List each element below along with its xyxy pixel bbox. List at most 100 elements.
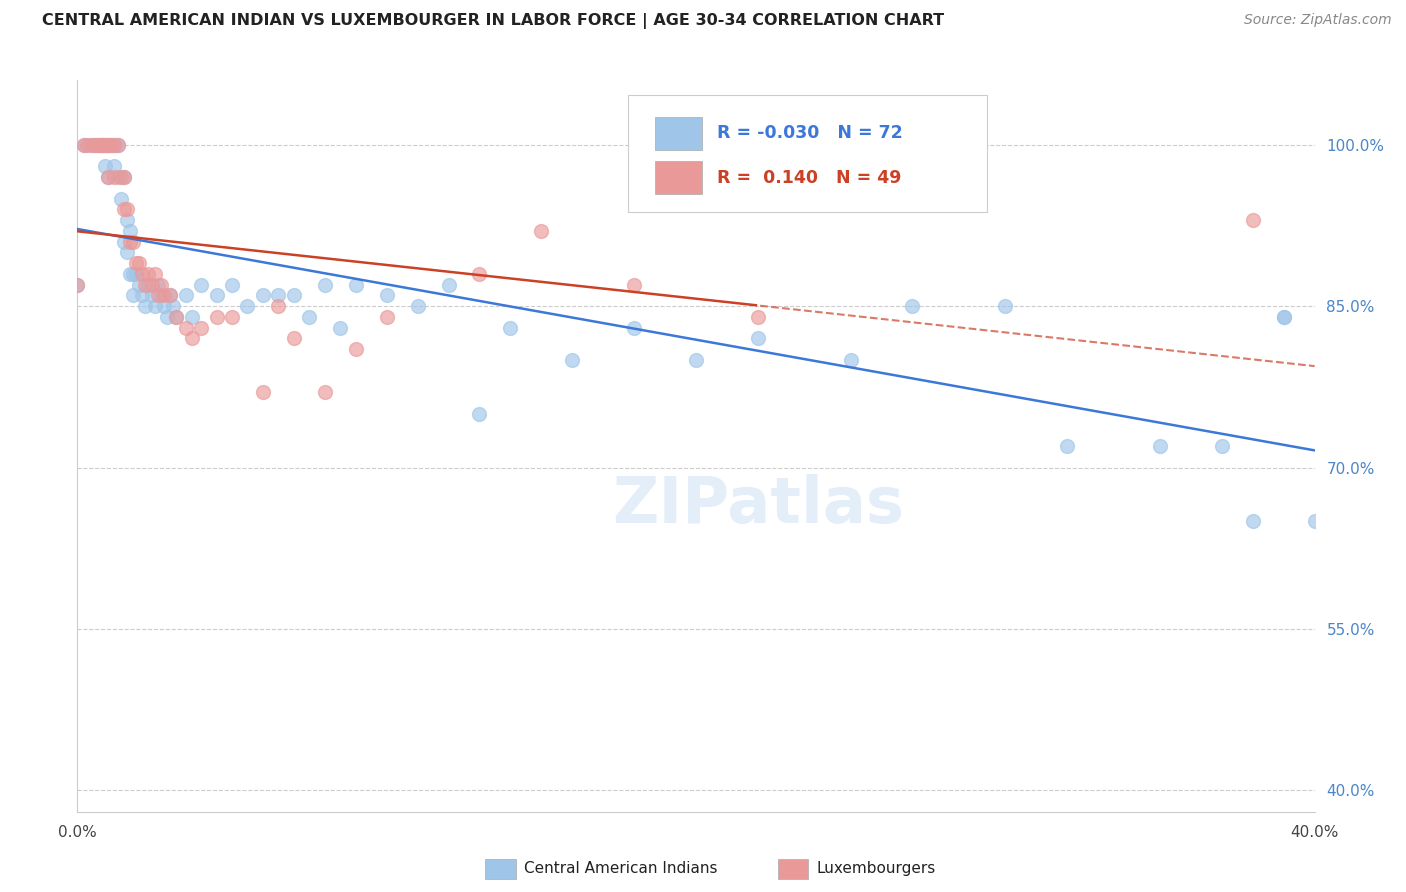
Point [1303,514,1326,528]
Point [107,170,129,185]
Point [91,137,114,152]
Point [97,137,120,152]
Point [437,277,460,292]
Point [97,137,120,152]
Point [1272,310,1295,324]
Point [72,137,94,152]
Point [115,245,138,260]
Point [118,267,141,281]
Point [180,331,202,345]
Point [100,137,122,152]
Point [1241,213,1264,227]
Text: Source: ZipAtlas.com: Source: ZipAtlas.com [1244,13,1392,28]
Point [122,235,145,249]
Point [128,277,150,292]
Point [82,137,104,152]
Point [267,288,290,302]
Point [344,342,367,356]
Point [375,288,398,302]
Point [252,288,274,302]
Point [112,235,135,249]
Text: CENTRAL AMERICAN INDIAN VS LUXEMBOURGER IN LABOR FORCE | AGE 30-34 CORRELATION C: CENTRAL AMERICAN INDIAN VS LUXEMBOURGER … [42,13,945,29]
Point [84,137,107,152]
Point [236,299,259,313]
Point [623,320,645,334]
Point [329,320,352,334]
Point [146,277,169,292]
Point [314,385,336,400]
Point [112,202,135,217]
Point [406,299,429,313]
Point [97,170,120,185]
Point [115,202,138,217]
Point [221,277,243,292]
Point [112,170,135,185]
Point [156,310,179,324]
Point [149,277,172,292]
Point [685,353,707,368]
Text: ZIPatlas: ZIPatlas [612,474,904,535]
Point [153,288,176,302]
Point [134,299,156,313]
Point [72,137,94,152]
Point [162,299,184,313]
Point [1211,439,1233,453]
Point [97,170,120,185]
Point [221,310,243,324]
Point [87,137,110,152]
FancyBboxPatch shape [628,95,987,212]
Point [118,224,141,238]
Point [94,137,117,152]
Point [107,137,129,152]
Point [839,353,862,368]
Point [1272,310,1295,324]
Point [499,320,522,334]
Text: Central American Indians: Central American Indians [524,862,718,876]
Point [283,331,305,345]
Point [134,277,156,292]
Point [165,310,187,324]
Point [91,137,114,152]
Point [747,310,769,324]
Point [141,288,163,302]
Point [76,137,98,152]
Point [298,310,321,324]
Point [143,267,166,281]
Point [103,170,125,185]
Point [344,277,367,292]
Point [94,159,117,173]
Point [138,277,160,292]
Point [94,137,117,152]
Point [125,256,148,270]
Point [901,299,924,313]
Point [125,267,148,281]
Point [103,137,125,152]
Point [174,320,197,334]
Point [1241,514,1264,528]
Point [100,137,122,152]
Text: R = -0.030   N = 72: R = -0.030 N = 72 [717,124,903,142]
Text: R =  0.140   N = 49: R = 0.140 N = 49 [717,169,901,186]
Point [110,170,132,185]
Point [1149,439,1171,453]
Point [118,235,141,249]
Text: Luxembourgers: Luxembourgers [817,862,936,876]
Point [159,288,181,302]
Point [122,288,145,302]
Point [87,137,110,152]
Point [110,192,132,206]
Point [994,299,1017,313]
Point [149,288,172,302]
Point [143,299,166,313]
Point [115,213,138,227]
Point [375,310,398,324]
Point [174,288,197,302]
Point [561,353,583,368]
Point [314,277,336,292]
Point [180,310,202,324]
Point [190,277,212,292]
Point [205,310,228,324]
Point [159,288,181,302]
Point [103,137,125,152]
Point [623,277,645,292]
